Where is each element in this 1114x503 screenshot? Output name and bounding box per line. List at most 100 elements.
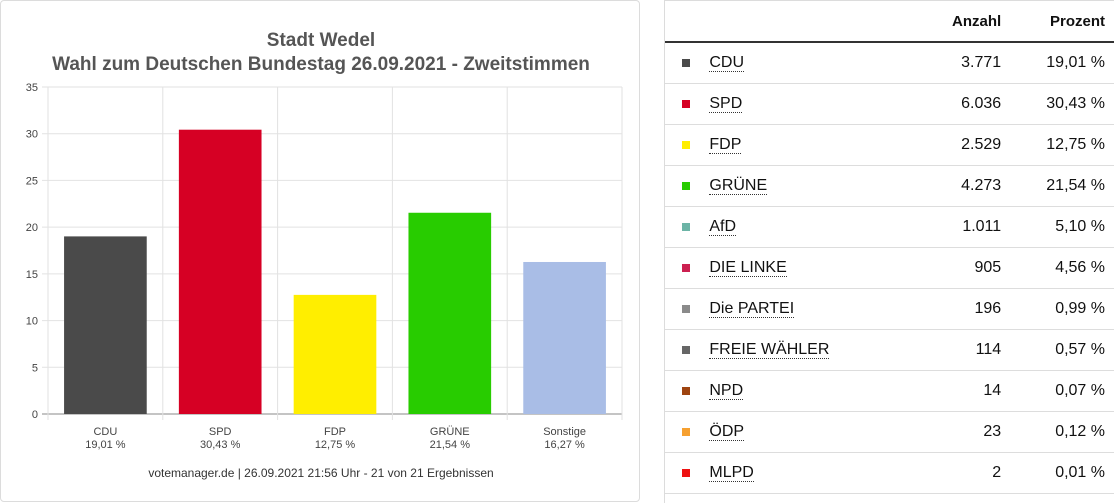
party-name-cell: GRÜNE	[707, 165, 885, 207]
party-color-cell	[665, 329, 708, 371]
party-color-square	[682, 427, 691, 436]
party-name-link[interactable]: MLPD	[709, 464, 754, 482]
party-color-square	[682, 468, 691, 477]
party-name-link[interactable]: ÖDP	[709, 423, 745, 441]
party-percent: 30,43 %	[1003, 83, 1114, 125]
y-tick-label: 5	[32, 362, 38, 374]
x-tick-label: SPD	[209, 426, 232, 438]
table-row: SPD 6.036 30,43 %	[665, 83, 1114, 125]
results-table-panel: Anzahl Prozent CDU 3.771 19,01 % SPD 6.036 30…	[664, 0, 1114, 503]
table-row: ÖDP 23 0,12 %	[665, 411, 1114, 453]
x-tick-label: Sonstige	[543, 426, 586, 438]
party-name-cell: MLPD	[707, 452, 885, 494]
party-count: 23	[884, 411, 1004, 453]
table-body: CDU 3.771 19,01 % SPD 6.036 30,43 % FDP 2.529 12…	[665, 42, 1114, 494]
table-row: DIE LINKE 905 4,56 %	[665, 247, 1114, 289]
bar	[293, 294, 377, 414]
chart-title-line-2: Wahl zum Deutschen Bundestag 26.09.2021 …	[52, 54, 590, 75]
chart-title-line-1: Stadt Wedel	[266, 30, 376, 51]
party-color-cell	[665, 411, 708, 453]
table-row: AfD 1.011 5,10 %	[665, 206, 1114, 248]
bar	[523, 261, 606, 414]
party-percent: 0,99 %	[1003, 288, 1114, 330]
party-name-link[interactable]: FDP	[709, 136, 742, 154]
x-tick-label: FDP	[324, 426, 346, 438]
table-row: CDU 3.771 19,01 %	[665, 42, 1114, 84]
party-count: 2.529	[884, 124, 1004, 166]
party-color-square	[682, 99, 691, 108]
party-name-link[interactable]: DIE LINKE	[709, 259, 787, 277]
party-name-cell: DIE LINKE	[707, 247, 885, 289]
party-count: 905	[884, 247, 1004, 289]
party-name-cell: FREIE WÄHLER	[707, 329, 885, 371]
party-color-square	[682, 58, 691, 67]
bar-value-label: 16,27 %	[544, 439, 585, 451]
table-row: FDP 2.529 12,75 %	[665, 124, 1114, 166]
y-tick-label: 35	[26, 82, 38, 94]
party-name-link[interactable]: AfD	[709, 218, 737, 236]
party-percent: 0,57 %	[1003, 329, 1114, 371]
party-name-link[interactable]: NPD	[709, 382, 744, 400]
party-name-link[interactable]: GRÜNE	[709, 177, 768, 195]
party-color-cell	[665, 206, 708, 248]
party-name-cell: FDP	[707, 124, 885, 166]
header-count: Anzahl	[884, 1, 1004, 43]
party-count: 6.036	[884, 83, 1004, 125]
party-percent: 4,56 %	[1003, 247, 1114, 289]
header-color	[665, 1, 708, 43]
party-color-square	[682, 386, 691, 395]
party-color-square	[682, 222, 691, 231]
party-name-cell: SPD	[707, 83, 885, 125]
party-name-link[interactable]: SPD	[709, 95, 743, 113]
party-name-cell: ÖDP	[707, 411, 885, 453]
party-count: 196	[884, 288, 1004, 330]
party-count: 114	[884, 329, 1004, 371]
party-color-cell	[665, 247, 708, 289]
party-name-link[interactable]: FREIE WÄHLER	[709, 341, 830, 359]
table-row: Die PARTEI 196 0,99 %	[665, 288, 1114, 330]
y-tick-label: 0	[32, 409, 38, 421]
chart-source: votemanager.de | 26.09.2021 21:56 Uhr - …	[148, 466, 494, 480]
party-name-link[interactable]: CDU	[709, 54, 745, 72]
party-count: 14	[884, 370, 1004, 412]
table-header-row: Anzahl Prozent	[665, 1, 1114, 43]
party-color-square	[682, 181, 691, 190]
party-name-cell: AfD	[707, 206, 885, 248]
results-table: Anzahl Prozent CDU 3.771 19,01 % SPD 6.036 30…	[665, 1, 1114, 494]
party-percent: 12,75 %	[1003, 124, 1114, 166]
y-tick-label: 25	[26, 175, 38, 187]
header-percent: Prozent	[1003, 1, 1114, 43]
table-row: MLPD 2 0,01 %	[665, 452, 1114, 494]
party-color-cell	[665, 124, 708, 166]
bar-value-label: 12,75 %	[315, 439, 356, 451]
party-color-cell	[665, 42, 708, 84]
party-percent: 0,07 %	[1003, 370, 1114, 412]
party-name-cell: CDU	[707, 42, 885, 84]
header-party	[707, 1, 885, 43]
table-row: FREIE WÄHLER 114 0,57 %	[665, 329, 1114, 371]
bar	[408, 212, 492, 414]
party-color-cell	[665, 288, 708, 330]
party-percent: 0,01 %	[1003, 452, 1114, 494]
party-percent: 5,10 %	[1003, 206, 1114, 248]
party-count: 2	[884, 452, 1004, 494]
party-count: 1.011	[884, 206, 1004, 248]
chart-title: Stadt Wedel Wahl zum Deutschen Bundestag…	[1, 29, 641, 77]
bar-value-label: 30,43 %	[200, 439, 241, 451]
party-color-cell	[665, 452, 708, 494]
x-tick-label: GRÜNE	[430, 426, 470, 438]
party-percent: 19,01 %	[1003, 42, 1114, 84]
party-color-square	[682, 304, 691, 313]
party-count: 3.771	[884, 42, 1004, 84]
bar	[178, 129, 262, 415]
table-row: NPD 14 0,07 %	[665, 370, 1114, 412]
y-tick-label: 20	[26, 222, 38, 234]
party-name-cell: NPD	[707, 370, 885, 412]
party-name-link[interactable]: Die PARTEI	[709, 300, 795, 318]
chart-card: Stadt Wedel Wahl zum Deutschen Bundestag…	[0, 0, 640, 502]
party-color-square	[682, 345, 691, 354]
y-tick-label: 15	[26, 269, 38, 281]
party-color-cell	[665, 370, 708, 412]
bar	[64, 236, 147, 414]
